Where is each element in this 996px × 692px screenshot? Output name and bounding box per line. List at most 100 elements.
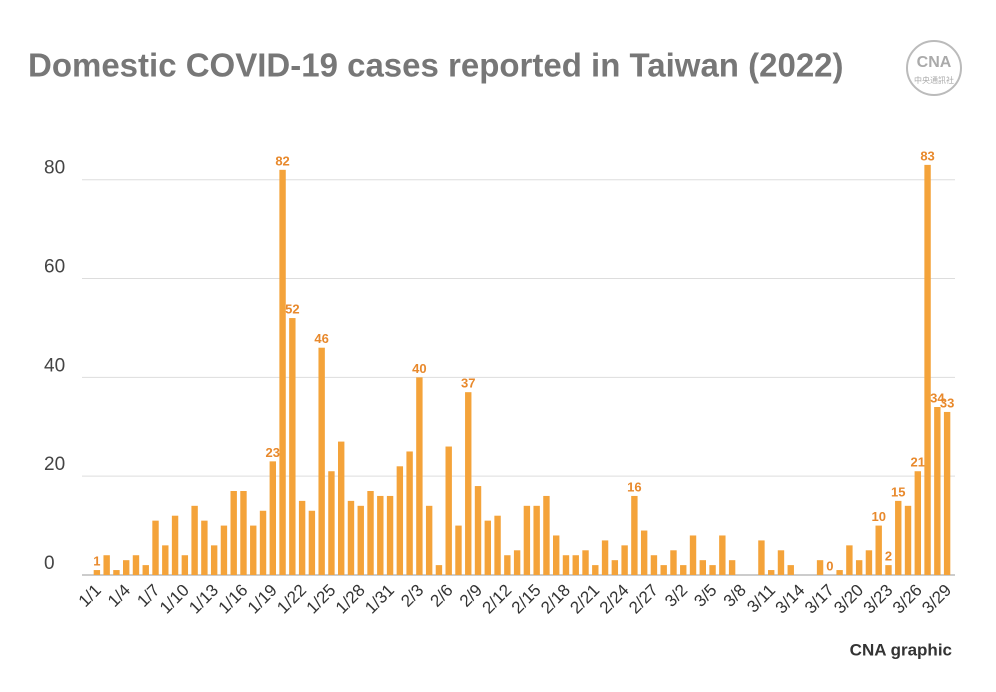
bar xyxy=(220,525,228,575)
bar xyxy=(895,500,902,575)
x-tick-label: 1/13 xyxy=(185,581,222,618)
x-tick-label: 1/10 xyxy=(156,581,193,618)
x-tick-label: 1/19 xyxy=(244,581,281,618)
y-tick-label: 80 xyxy=(44,158,65,179)
value-label: 52 xyxy=(285,301,299,316)
x-tick-label: 3/20 xyxy=(830,581,867,618)
x-tick-label: 3/29 xyxy=(918,581,955,618)
bar xyxy=(787,565,794,575)
bar xyxy=(689,535,697,575)
x-tick-label: 1/22 xyxy=(273,581,310,618)
bar xyxy=(924,164,931,575)
source: CNA graphic xyxy=(850,640,952,659)
value-label: 34 xyxy=(930,390,945,405)
bar xyxy=(572,555,579,575)
logo-subtext: 中央通訊社 xyxy=(914,75,954,85)
bar xyxy=(699,560,706,575)
x-tick-label: 1/16 xyxy=(215,581,252,618)
bar xyxy=(357,505,364,575)
bar xyxy=(592,565,599,575)
bar xyxy=(386,495,394,575)
bar xyxy=(943,411,951,575)
value-label: 1 xyxy=(93,553,100,568)
bar xyxy=(474,486,482,575)
bar xyxy=(396,466,404,575)
x-tick-label: 3/17 xyxy=(801,581,838,618)
bar xyxy=(435,565,443,575)
value-label: 23 xyxy=(266,445,280,460)
x-tick-label: 3/5 xyxy=(690,581,720,611)
bar xyxy=(709,565,716,575)
bar xyxy=(162,545,169,575)
bar xyxy=(406,451,413,575)
x-tick-label: 2/6 xyxy=(427,581,457,611)
bar xyxy=(562,555,570,575)
bar xyxy=(513,550,521,575)
bar xyxy=(181,555,189,575)
bar xyxy=(210,545,218,575)
bar xyxy=(523,505,531,575)
bar xyxy=(533,505,540,575)
y-tick-label: 40 xyxy=(44,355,65,376)
x-tick-label: 2/27 xyxy=(625,581,662,618)
bar xyxy=(298,500,306,575)
x-tick-label: 3/2 xyxy=(661,581,691,611)
bar xyxy=(885,565,892,575)
bar xyxy=(768,570,775,575)
bar xyxy=(142,565,149,575)
bar xyxy=(914,471,921,575)
bar xyxy=(934,407,941,575)
bar xyxy=(631,495,638,575)
bar xyxy=(230,491,237,575)
value-label: 10 xyxy=(871,509,885,524)
x-tick-label: 1/25 xyxy=(303,581,340,618)
value-label: 40 xyxy=(412,361,426,376)
value-label: 0 xyxy=(826,558,833,573)
bar xyxy=(904,505,912,575)
bar xyxy=(553,535,560,575)
bar xyxy=(347,500,355,575)
bar xyxy=(132,555,140,575)
bar xyxy=(640,530,648,575)
x-tick-label: 2/3 xyxy=(397,581,427,611)
y-tick-label: 60 xyxy=(44,257,65,278)
value-label: 37 xyxy=(461,376,475,391)
bar xyxy=(416,377,423,575)
value-label: 83 xyxy=(920,148,934,163)
bar xyxy=(93,570,101,575)
x-tick-label: 2/12 xyxy=(479,581,516,618)
bar xyxy=(719,535,726,575)
bar xyxy=(758,540,765,575)
value-label: 15 xyxy=(891,484,905,499)
bar xyxy=(308,510,316,575)
bar xyxy=(455,525,462,575)
bar xyxy=(660,565,667,575)
bar xyxy=(191,505,198,575)
value-label: 82 xyxy=(275,153,289,168)
x-tick-label: 3/14 xyxy=(772,581,809,618)
bar xyxy=(171,515,179,575)
bar xyxy=(445,446,452,575)
x-tick-label: 1/4 xyxy=(104,581,134,611)
x-tick-label: 2/15 xyxy=(508,581,545,618)
bar xyxy=(328,471,335,575)
x-tick-label: 3/26 xyxy=(889,581,926,618)
bar xyxy=(279,169,286,575)
chart-title: Domestic COVID-19 cases reported in Taiw… xyxy=(28,47,844,84)
bar xyxy=(846,545,853,575)
bar xyxy=(289,318,296,575)
bar xyxy=(836,570,843,575)
value-label: 16 xyxy=(627,479,641,494)
bar xyxy=(113,570,120,575)
bar xyxy=(728,560,736,575)
bar xyxy=(103,555,110,575)
bar xyxy=(582,550,589,575)
x-tick-label: 2/18 xyxy=(537,581,574,618)
bar xyxy=(465,392,472,575)
y-tick-label: 20 xyxy=(44,454,65,475)
bar xyxy=(611,560,619,575)
bar xyxy=(201,520,208,575)
x-tick-label: 1/1 xyxy=(75,581,105,611)
bar xyxy=(621,545,628,575)
